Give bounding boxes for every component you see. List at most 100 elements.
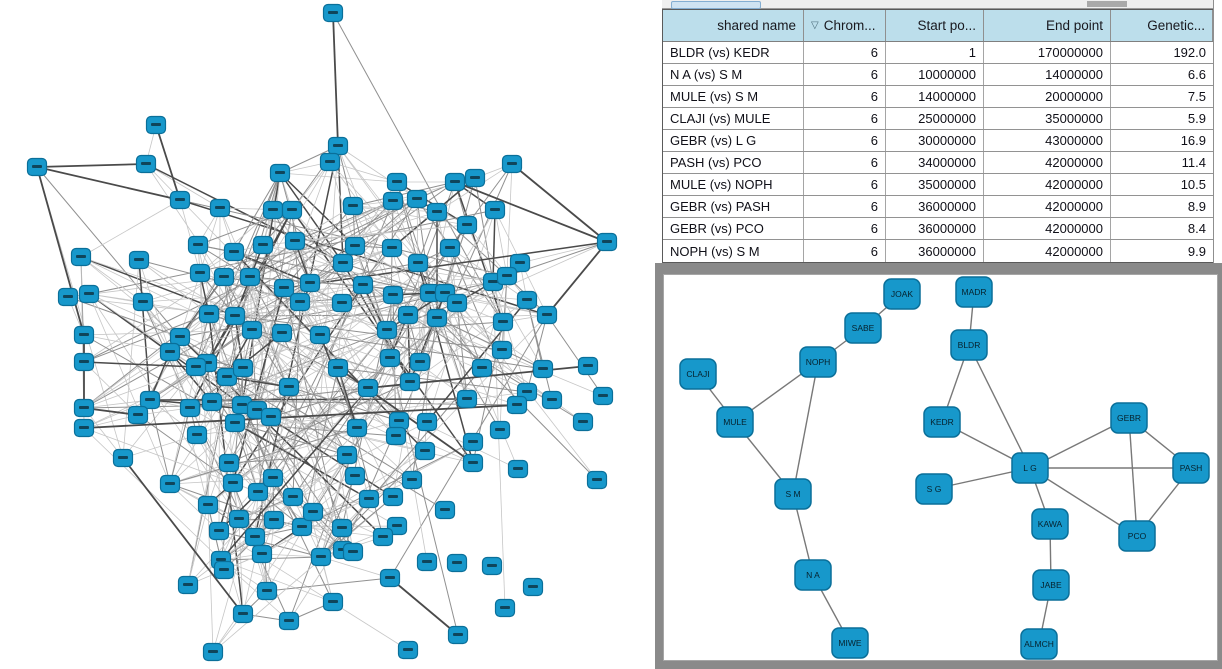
network-node[interactable]: [231, 395, 253, 415]
network-node[interactable]: [426, 202, 448, 222]
network-node[interactable]: [496, 266, 518, 286]
table-row[interactable]: CLAJI (vs) MULE 6 25000000 35000000 5.9: [663, 108, 1213, 130]
network-node[interactable]: [224, 306, 246, 326]
network-node[interactable]: [382, 285, 404, 305]
table-row[interactable]: NOPH (vs) S M 6 36000000 42000000 9.9: [663, 240, 1213, 262]
network-node[interactable]: [73, 398, 95, 418]
table-row[interactable]: BLDR (vs) KEDR 6 1 170000000 192.0: [663, 42, 1213, 64]
network-node[interactable]: [179, 398, 201, 418]
network-node[interactable]: [247, 482, 269, 502]
network-node[interactable]: [278, 611, 300, 631]
overview-network-canvas[interactable]: [0, 0, 655, 669]
network-node[interactable]: [382, 487, 404, 507]
network-node[interactable]: [187, 235, 209, 255]
network-node[interactable]: [381, 238, 403, 258]
network-node[interactable]: [232, 358, 254, 378]
network-node[interactable]: [332, 253, 354, 273]
network-node[interactable]: [224, 413, 246, 433]
network-node[interactable]: [419, 283, 441, 303]
network-node[interactable]: [372, 527, 394, 547]
network-node[interactable]: [462, 453, 484, 473]
network-node-mule[interactable]: MULE: [716, 406, 754, 438]
network-node[interactable]: [532, 359, 554, 379]
network-node[interactable]: [489, 420, 511, 440]
network-node[interactable]: [577, 356, 599, 376]
network-node[interactable]: [342, 196, 364, 216]
network-node-bldr[interactable]: BLDR: [950, 329, 988, 361]
network-node[interactable]: [201, 392, 223, 412]
network-node[interactable]: [327, 136, 349, 156]
network-node[interactable]: [382, 191, 404, 211]
network-node[interactable]: [376, 320, 398, 340]
network-node[interactable]: [189, 263, 211, 283]
network-node[interactable]: [218, 453, 240, 473]
network-node[interactable]: [444, 172, 466, 192]
network-node[interactable]: [446, 553, 468, 573]
network-node[interactable]: [244, 527, 266, 547]
network-node[interactable]: [213, 267, 235, 287]
network-node[interactable]: [289, 292, 311, 312]
network-node[interactable]: [446, 293, 468, 313]
network-node[interactable]: [319, 152, 341, 172]
scrollbar-notch[interactable]: [1087, 1, 1127, 7]
network-node[interactable]: [127, 405, 149, 425]
network-node[interactable]: [414, 441, 436, 461]
network-node[interactable]: [592, 386, 614, 406]
network-node[interactable]: [352, 275, 374, 295]
network-node[interactable]: [197, 495, 219, 515]
network-node[interactable]: [416, 552, 438, 572]
network-node[interactable]: [322, 592, 344, 612]
network-node[interactable]: [186, 425, 208, 445]
network-node[interactable]: [223, 242, 245, 262]
network-node[interactable]: [112, 448, 134, 468]
network-node[interactable]: [57, 287, 79, 307]
network-node[interactable]: [159, 342, 181, 362]
network-node[interactable]: [273, 278, 295, 298]
network-node[interactable]: [309, 325, 331, 345]
network-node[interactable]: [416, 412, 438, 432]
network-node[interactable]: [379, 568, 401, 588]
network-node[interactable]: [169, 327, 191, 347]
network-node[interactable]: [492, 312, 514, 332]
table-row[interactable]: GEBR (vs) PCO 6 36000000 42000000 8.4: [663, 218, 1213, 240]
network-node[interactable]: [299, 273, 321, 293]
network-node[interactable]: [484, 200, 506, 220]
network-node[interactable]: [262, 468, 284, 488]
network-node-s-m[interactable]: S M: [774, 478, 812, 510]
network-node[interactable]: [331, 293, 353, 313]
network-node[interactable]: [536, 305, 558, 325]
network-node[interactable]: [139, 390, 161, 410]
horizontal-scrollbar[interactable]: [662, 0, 1213, 9]
network-node-pco[interactable]: PCO: [1118, 520, 1156, 552]
column-header-4[interactable]: Genetic...: [1111, 10, 1213, 41]
network-node[interactable]: [434, 500, 456, 520]
network-node[interactable]: [291, 517, 313, 537]
network-node[interactable]: [507, 459, 529, 479]
network-node[interactable]: [501, 154, 523, 174]
network-node[interactable]: [397, 305, 419, 325]
network-node-almch[interactable]: ALMCH: [1020, 628, 1058, 660]
network-node-n-a[interactable]: N A: [794, 559, 832, 591]
network-node[interactable]: [506, 395, 528, 415]
network-node[interactable]: [228, 509, 250, 529]
network-node[interactable]: [397, 640, 419, 660]
network-node[interactable]: [439, 238, 461, 258]
network-node[interactable]: [572, 412, 594, 432]
network-node-l-g[interactable]: L G: [1011, 452, 1049, 484]
network-node[interactable]: [73, 418, 95, 438]
detail-network-canvas[interactable]: JOAK MADR SABE NOPH BLDR CLAJI MULE KEDR GEBR L G…: [664, 275, 1217, 660]
network-node[interactable]: [208, 521, 230, 541]
network-node-claji[interactable]: CLAJI: [679, 358, 717, 390]
network-node[interactable]: [128, 250, 150, 270]
network-node[interactable]: [73, 352, 95, 372]
network-node[interactable]: [78, 284, 100, 304]
network-node[interactable]: [385, 426, 407, 446]
network-node[interactable]: [251, 544, 273, 564]
network-node[interactable]: [262, 200, 284, 220]
network-node[interactable]: [516, 290, 538, 310]
network-node[interactable]: [263, 510, 285, 530]
network-node-pash[interactable]: PASH: [1172, 452, 1210, 484]
network-node[interactable]: [185, 357, 207, 377]
network-node[interactable]: [462, 432, 484, 452]
network-node[interactable]: [344, 236, 366, 256]
